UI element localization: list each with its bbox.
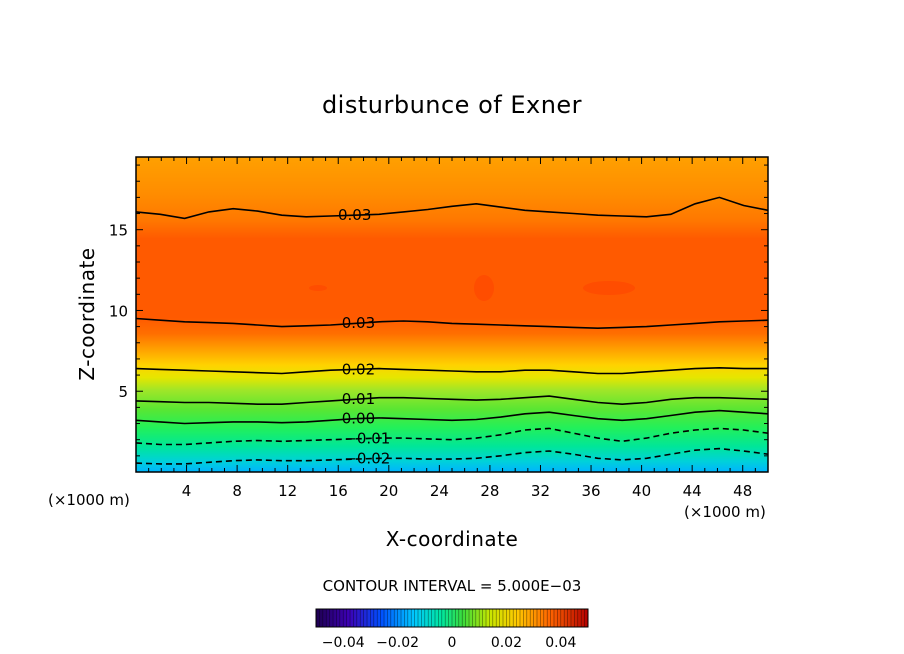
contour-line [136,409,768,425]
contour-label: 0.02 [342,360,375,378]
chart-title: disturbunce of Exner [322,91,582,119]
contour-label: −0.02 [344,450,390,468]
colorbar-tick-label: 0.04 [545,635,576,651]
field-max-cell [583,281,635,295]
y-tick-label: 15 [109,222,128,240]
y-tick-label: 5 [118,383,128,401]
x-tick-label: 16 [329,482,348,500]
colorbar-tick-label: −0.04 [322,635,365,651]
x-tick-label: 44 [683,482,702,500]
field-fill [136,157,768,472]
x-tick-label: 24 [430,482,449,500]
colorbar-tick-label: 0 [448,635,457,651]
x-tick-label: 32 [531,482,550,500]
contour-line [136,427,768,446]
x-tick-label: 20 [379,482,398,500]
contour-interval-text: CONTOUR INTERVAL = 5.000E−03 [323,577,582,595]
contour-label: 0.03 [342,314,375,332]
colorbar-tick-label: −0.02 [376,635,419,651]
x-tick-label: 48 [733,482,752,500]
x-axis-label: X-coordinate [386,527,519,551]
x-origin-unit-label: (×1000 m) [48,491,130,509]
x-tick-label: 40 [632,482,651,500]
contour-line [136,447,768,465]
x-tick-label: 28 [480,482,499,500]
field-max-cell [474,275,494,301]
x-tick-label: 4 [182,482,192,500]
contour-label: 0.03 [338,206,371,224]
contour-line [136,395,768,406]
colorbar-frame [315,608,589,628]
x-tick-label: 36 [581,482,600,500]
contour-label: 0.00 [342,410,375,428]
field-max-cell [309,285,327,291]
contour-line [136,317,768,330]
contour-line [136,196,768,220]
x-tick-label: 12 [278,482,297,500]
contour-label: −0.01 [344,429,390,447]
x-axis-unit-label: (×1000 m) [684,503,766,521]
contour-label: 0.01 [342,390,375,408]
contour-line [136,366,768,375]
x-tick-label: 8 [232,482,242,500]
y-tick-label: 10 [109,302,128,320]
colorbar-tick-label: 0.02 [491,635,522,651]
y-axis-label: Z-coordinate [75,247,99,380]
